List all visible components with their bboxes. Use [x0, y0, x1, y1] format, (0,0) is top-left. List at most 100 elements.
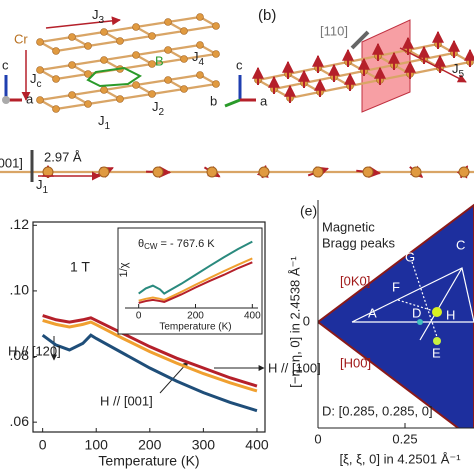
panel-label: (b)	[258, 7, 276, 24]
bond	[135, 48, 169, 57]
atom	[68, 61, 76, 69]
exchange-arrow	[45, 16, 121, 29]
atom	[258, 166, 270, 178]
atom	[116, 37, 124, 45]
y-axis-label: [−η, η, 0] in 2.4538 Å⁻¹	[287, 256, 302, 388]
legend-label: H // [001]	[100, 393, 153, 408]
bond	[183, 52, 217, 61]
y-axis-label: 1/χ	[118, 262, 130, 277]
x-tick-label: 300	[192, 437, 216, 453]
bond	[87, 39, 121, 48]
bragg-peak	[417, 319, 423, 325]
bond	[39, 93, 73, 102]
bond	[151, 87, 185, 96]
atom	[100, 86, 108, 94]
atom-label: Cr	[14, 31, 28, 46]
x-axis-label: Temperature (K)	[98, 453, 199, 469]
atom	[196, 41, 204, 49]
map-title: Magnetic	[322, 219, 375, 234]
exchange-label: Jc	[30, 71, 42, 89]
atom	[180, 27, 188, 35]
atom	[148, 32, 156, 40]
atom	[164, 46, 172, 54]
atom	[52, 105, 60, 113]
bond	[151, 29, 185, 38]
bond	[135, 20, 169, 29]
bond	[119, 34, 153, 43]
exchange-label: J4	[192, 49, 205, 67]
cluster-label: B	[155, 53, 164, 68]
data-line	[41, 333, 258, 413]
bond	[71, 30, 105, 39]
atom	[52, 75, 60, 83]
direction-label: [110]	[320, 23, 348, 38]
bond	[183, 24, 217, 33]
point-label: C	[456, 237, 465, 252]
bond	[151, 57, 185, 66]
bond	[103, 25, 137, 34]
atom	[84, 42, 92, 50]
bond	[103, 53, 137, 62]
atom	[164, 18, 172, 26]
x-tick-label: 100	[85, 437, 109, 453]
map-region	[318, 203, 474, 428]
bond	[71, 88, 105, 97]
x-tick-label: 0	[136, 311, 142, 322]
data-line	[42, 314, 258, 388]
bond	[167, 15, 201, 24]
direction-label: [0K0]	[340, 273, 370, 288]
point-label: G	[405, 249, 415, 264]
bond	[167, 73, 201, 82]
data-line	[138, 257, 253, 302]
atom	[52, 47, 60, 55]
bond	[349, 78, 381, 88]
direction-label: [001]	[0, 155, 23, 170]
x-axis-label: [ξ, ξ, 0] in 4.2501 Å⁻¹	[339, 451, 461, 466]
legend-label: H // [120]	[8, 343, 61, 358]
axis-label: a	[260, 93, 268, 108]
guide-line	[397, 299, 438, 313]
bond	[135, 78, 169, 87]
axis-label: c	[236, 57, 243, 72]
bond	[55, 44, 89, 53]
axis-arrow	[224, 98, 241, 108]
x-axis-label: Temperature (K)	[159, 322, 231, 333]
atom	[36, 66, 44, 74]
atom	[100, 56, 108, 64]
atom	[164, 76, 172, 84]
x-tick-label: 400	[245, 437, 269, 453]
x-tick-label: 0	[314, 431, 321, 446]
axis-label: b	[210, 93, 217, 108]
bond	[39, 63, 73, 72]
atom	[68, 91, 76, 99]
bond	[71, 58, 105, 67]
bond	[379, 72, 411, 82]
map-note: D: [0.285, 0.285, 0]	[322, 403, 433, 418]
point-label: H	[446, 307, 455, 322]
annotation-part: CW	[144, 242, 158, 251]
plot-frame	[32, 221, 266, 433]
guide-line	[419, 267, 463, 341]
atom	[212, 80, 220, 88]
inset-frame	[117, 227, 263, 335]
exchange-label: J5	[452, 61, 465, 79]
atom	[458, 166, 470, 178]
point-label: D	[412, 305, 421, 320]
bragg-peak	[432, 307, 442, 317]
annotation-part: = - 767.6 K	[157, 238, 215, 250]
bond	[119, 92, 153, 101]
guide-line	[351, 267, 474, 323]
map	[318, 203, 474, 428]
atom	[84, 70, 92, 78]
direction-label: [H00]	[340, 355, 371, 370]
exchange-label: J3	[92, 7, 105, 25]
atom	[68, 33, 76, 41]
y-tick-label: .08	[10, 347, 30, 363]
atom	[84, 100, 92, 108]
exchange-label: J1	[98, 113, 111, 131]
bond	[439, 60, 471, 70]
legend-label: H // [100]	[268, 360, 321, 375]
atom	[212, 22, 220, 30]
x-tick-label: 200	[187, 311, 204, 322]
